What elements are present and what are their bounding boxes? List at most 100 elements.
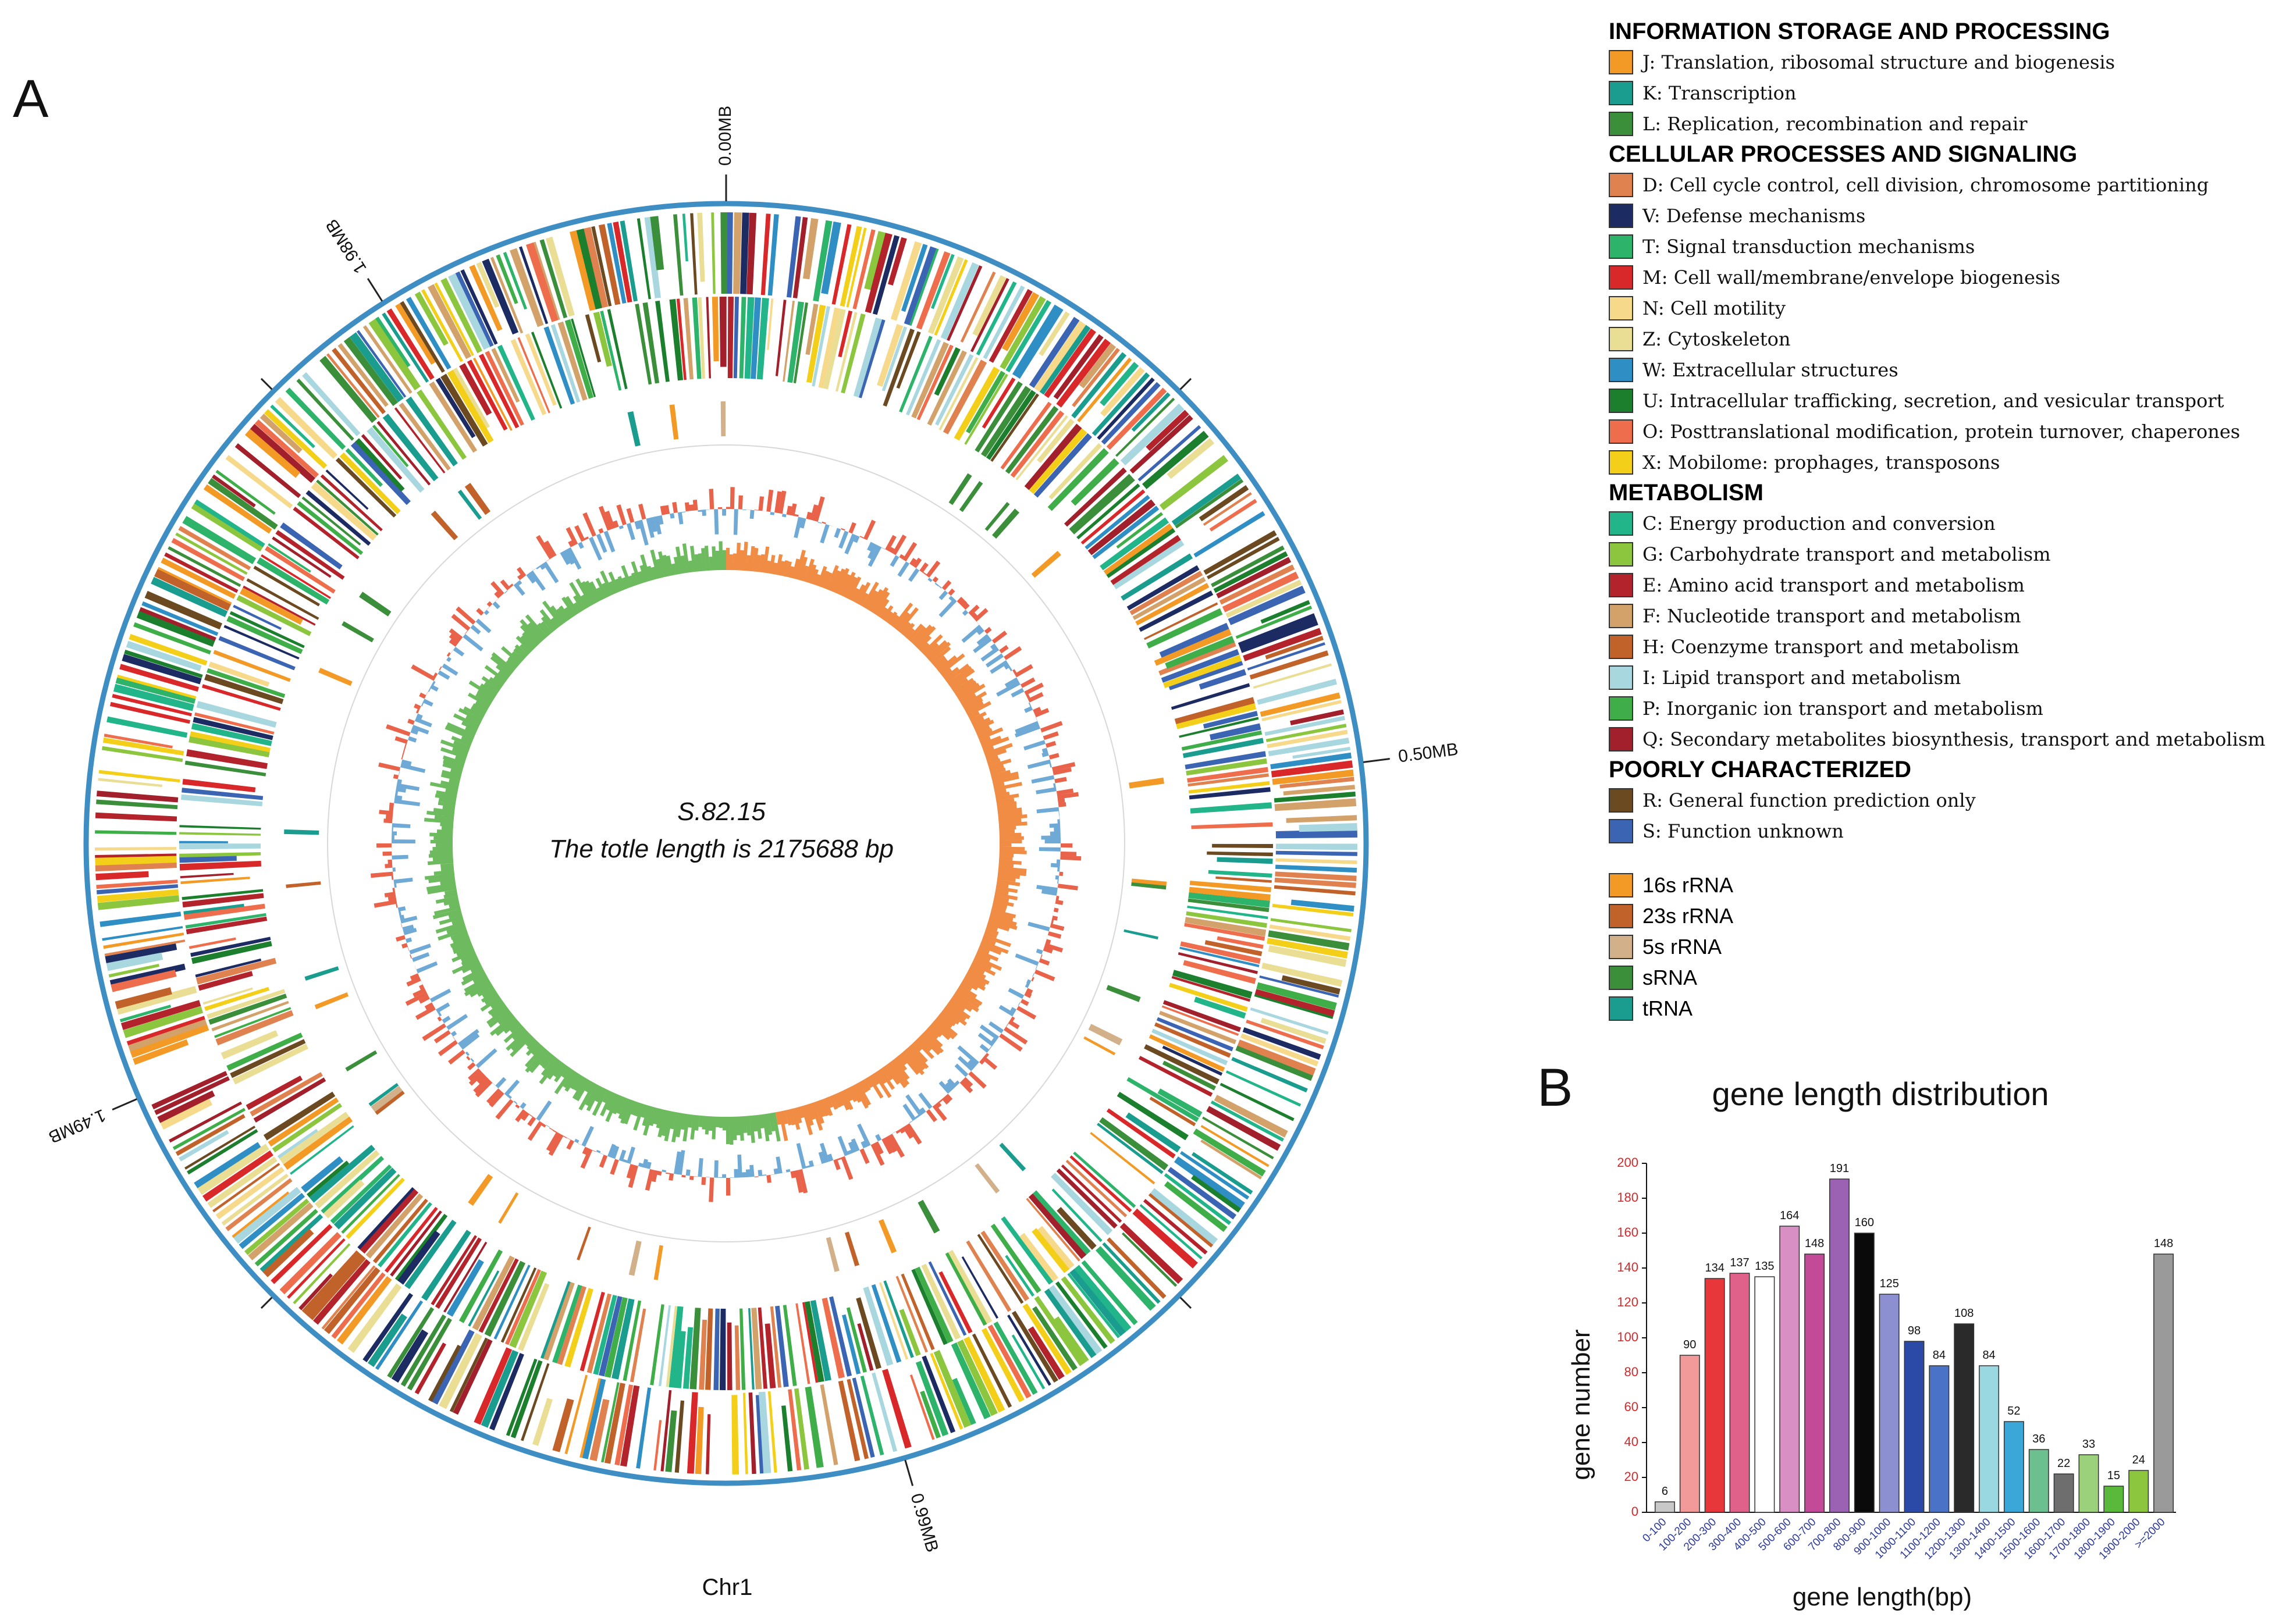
- legend-item: S: Function unknown: [1609, 815, 2260, 846]
- legend-item: P: Inorganic ion transport and metabolis…: [1609, 693, 2260, 724]
- rna-legend-swatch: [1609, 996, 1633, 1021]
- legend-swatch: [1609, 542, 1633, 567]
- legend-item: L: Replication, recombination and repair: [1609, 108, 2260, 139]
- legend-swatch: [1609, 265, 1633, 290]
- bar-1600-1700: [2053, 1473, 2074, 1513]
- legend-item: F: Nucleotide transport and metabolism: [1609, 600, 2260, 631]
- scale-tick-label: 0.99MB: [906, 1491, 942, 1554]
- bar-value-label: 33: [2082, 1438, 2095, 1451]
- bar-value-label: 148: [1805, 1237, 1824, 1250]
- scale-minor-tick: [260, 1297, 273, 1309]
- bar-300-400: [1729, 1273, 1750, 1513]
- bar-1200-1300: [1954, 1323, 1975, 1513]
- legend-label: D: Cell cycle control, cell division, ch…: [1642, 173, 2209, 196]
- bar-value-label: 108: [1954, 1307, 1974, 1320]
- bar-1900-2000: [2128, 1470, 2149, 1513]
- bar-value-label: 98: [1908, 1324, 1921, 1337]
- rna-legend-item: 23s rRNA: [1609, 900, 2260, 931]
- scale-tick-label: 1.49MB: [45, 1105, 108, 1146]
- legend-item: N: Cell motility: [1609, 293, 2260, 323]
- legend-swatch: [1609, 326, 1633, 351]
- rna-legend-item: sRNA: [1609, 962, 2260, 993]
- legend-item: R: General function prediction only: [1609, 785, 2260, 815]
- scale-tick-mark: [112, 1098, 137, 1111]
- bar-value-label: 22: [2057, 1457, 2070, 1470]
- bar-value-label: 191: [1830, 1162, 1849, 1175]
- bar-1800-1900: [2103, 1486, 2124, 1513]
- legend-label: S: Function unknown: [1642, 820, 1844, 842]
- legend-item: T: Signal transduction mechanisms: [1609, 231, 2260, 262]
- scale-tick-label: 0.00MB: [716, 106, 735, 166]
- rna-legend-item: tRNA: [1609, 993, 2260, 1024]
- legend-label: W: Extracellular structures: [1642, 358, 1898, 381]
- bar-1500-1600: [2028, 1449, 2049, 1513]
- legend-item: J: Translation, ribosomal structure and …: [1609, 47, 2260, 77]
- legend-item: U: Intracellular trafficking, secretion,…: [1609, 385, 2260, 416]
- rna-legend-label: 5s rRNA: [1642, 934, 1722, 959]
- legend-group-header: METABOLISM: [1609, 480, 1763, 505]
- legend-swatch: [1609, 450, 1633, 475]
- legend-swatch: [1609, 572, 1633, 597]
- rna-legend-item: 16s rRNA: [1609, 870, 2260, 900]
- scale-tick-label: 1.98MB: [322, 216, 370, 277]
- scale-minor-tick: [1179, 377, 1192, 390]
- bar-900-1000: [1879, 1294, 1900, 1513]
- legend-item: O: Posttranslational modification, prote…: [1609, 416, 2260, 447]
- cog-legend: INFORMATION STORAGE AND PROCESSING J: Tra…: [1609, 16, 2266, 1024]
- legend-group-header: POORLY CHARACTERIZED: [1609, 757, 1912, 782]
- bar-1000-1100: [1904, 1341, 1925, 1513]
- bar-1700-1800: [2078, 1454, 2099, 1513]
- chart-plot-area: 02040608010012014016018020060-10090100-2…: [1617, 1155, 2176, 1562]
- legend-label: X: Mobilome: prophages, transposons: [1642, 451, 2000, 473]
- chart-x-label: gene length(bp): [1793, 1583, 1972, 1611]
- outer-chromosome-ring: [83, 201, 1369, 1486]
- legend-label: E: Amino acid transport and metabolism: [1642, 574, 2025, 596]
- legend-label: V: Defense mechanisms: [1642, 204, 1866, 227]
- legend-swatch: [1609, 388, 1633, 413]
- rna-legend-item: 5s rRNA: [1609, 931, 2260, 962]
- bar->=2000: [2153, 1253, 2174, 1513]
- guide-circle: [327, 444, 1125, 1242]
- legend-swatch: [1609, 49, 1633, 74]
- legend-item: M: Cell wall/membrane/envelope biogenesi…: [1609, 262, 2260, 293]
- legend-item: W: Extracellular structures: [1609, 354, 2260, 385]
- legend-swatch: [1609, 172, 1633, 197]
- legend-swatch: [1609, 818, 1633, 843]
- bar-value-label: 90: [1683, 1338, 1696, 1351]
- legend-label: T: Signal transduction mechanisms: [1642, 235, 1975, 258]
- gene-length-chart: gene length distribution gene length(bp)…: [1567, 1075, 2176, 1611]
- y-tick-label: 120: [1617, 1295, 1638, 1309]
- y-tick-label: 160: [1617, 1225, 1638, 1240]
- chart-y-label: gene number: [1567, 1329, 1595, 1480]
- scale-tick-mark: [367, 277, 383, 302]
- bar-1400-1500: [2003, 1421, 2024, 1513]
- bar-800-900: [1854, 1233, 1875, 1513]
- legend-label: O: Posttranslational modification, prote…: [1642, 420, 2241, 443]
- legend-swatch: [1609, 357, 1633, 382]
- bar-600-700: [1804, 1253, 1825, 1513]
- rna-legend-swatch: [1609, 965, 1633, 990]
- bar-value-label: 160: [1855, 1216, 1874, 1229]
- ncrna-track: [284, 401, 1167, 1280]
- y-tick-label: 200: [1617, 1155, 1638, 1170]
- bar-100-200: [1679, 1355, 1700, 1513]
- circos-genome-map: 0.00MB 0.50MB 0.99MB 1.49MB 1.98MB S.82.15 T…: [45, 106, 1459, 1600]
- rna-legend-swatch: [1609, 903, 1633, 928]
- rna-legend-swatch: [1609, 872, 1633, 898]
- legend-swatch: [1609, 603, 1633, 628]
- legend-swatch: [1609, 696, 1633, 721]
- legend-label: G: Carbohydrate transport and metabolism: [1642, 543, 2051, 565]
- bar-200-300: [1704, 1278, 1725, 1513]
- scale-tick-mark: [904, 1459, 914, 1486]
- legend-item: I: Lipid transport and metabolism: [1609, 662, 2260, 693]
- legend-label: H: Coenzyme transport and metabolism: [1642, 635, 2019, 658]
- scale-tick-mark: [1363, 758, 1390, 763]
- legend-label: C: Energy production and conversion: [1642, 512, 1996, 535]
- legend-swatch: [1609, 788, 1633, 813]
- legend-item: H: Coenzyme transport and metabolism: [1609, 631, 2260, 662]
- bar-value-label: 84: [1933, 1349, 1946, 1362]
- legend-swatch: [1609, 111, 1633, 136]
- legend-swatch: [1609, 665, 1633, 690]
- legend-swatch: [1609, 295, 1633, 320]
- legend-label: J: Translation, ribosomal structure and …: [1642, 51, 2115, 73]
